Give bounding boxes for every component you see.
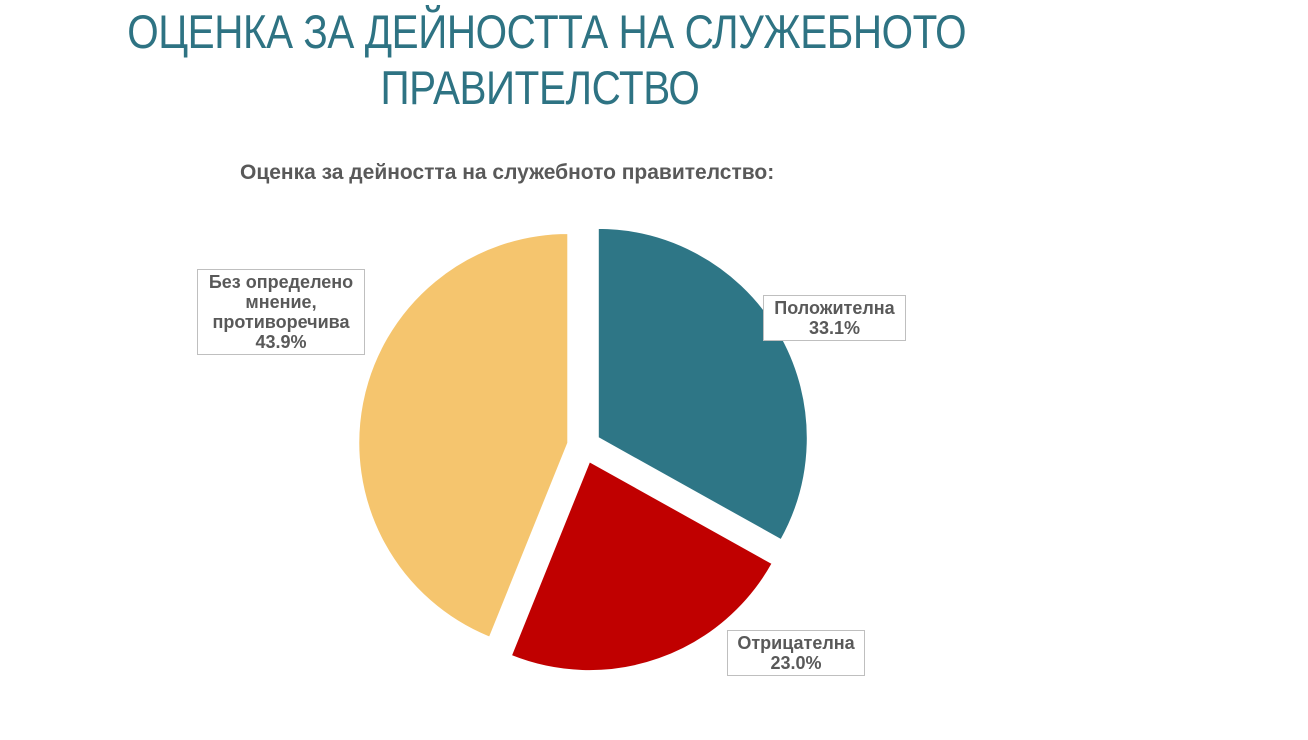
slide-title-line2: ПРАВИТЕЛСТВО [380, 61, 700, 114]
data-label-undecided-name-line1: Без определено [208, 272, 354, 292]
data-label-negative-value: 23.0% [770, 653, 822, 673]
slide-title-line1: ОЦЕНКА ЗА ДЕЙНОСТТА НА СЛУЖЕБНОТО [127, 5, 967, 58]
data-label-undecided: Без определено мнение, противоречива 43.… [197, 269, 365, 355]
pie-slice-undecided [357, 231, 570, 640]
chart-title: Оценка за дейността на служебното правит… [240, 161, 775, 184]
data-label-positive-name: Положителна [774, 298, 895, 318]
data-label-negative: Отрицателна 23.0% [727, 630, 865, 676]
data-label-positive: Положителна 33.1% [763, 295, 906, 341]
slide-title: ОЦЕНКА ЗА ДЕЙНОСТТА НА СЛУЖЕБНОТО ПРАВИТ… [127, 4, 967, 116]
data-label-undecided-value: 43.9% [255, 332, 307, 352]
data-label-undecided-name-line2: мнение, [245, 292, 317, 312]
data-label-negative-name: Отрицателна [737, 633, 855, 653]
data-label-positive-value: 33.1% [808, 318, 861, 338]
pie-slice-negative [509, 459, 775, 673]
data-label-undecided-name-line3: противоречива [212, 312, 350, 332]
